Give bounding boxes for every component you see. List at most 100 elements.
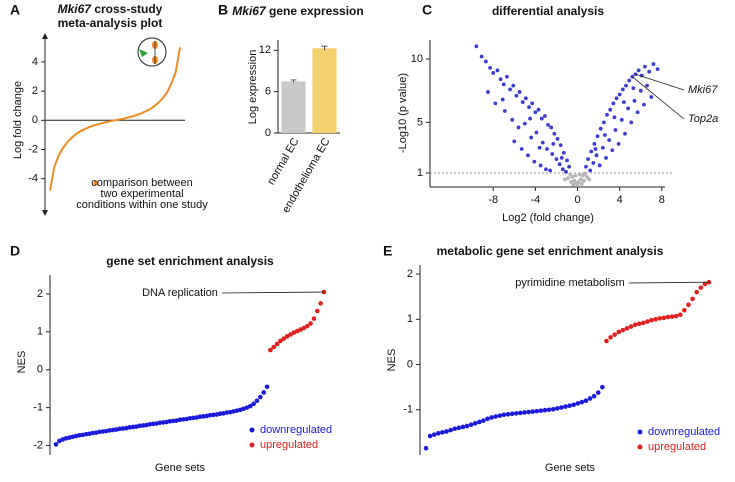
point [575, 401, 581, 406]
y-tick-label: 4 [32, 56, 38, 68]
point [645, 83, 649, 88]
point [587, 177, 592, 182]
annotation-line [635, 73, 685, 91]
point [657, 316, 663, 321]
point [620, 87, 625, 92]
point [588, 168, 593, 173]
point [550, 152, 555, 156]
point [560, 167, 565, 172]
point [90, 430, 96, 436]
point [505, 74, 509, 79]
point [604, 155, 608, 160]
point [170, 418, 176, 424]
point [638, 88, 643, 93]
point [571, 402, 576, 408]
point [575, 183, 580, 187]
point [647, 69, 652, 74]
point [579, 399, 585, 405]
point [456, 425, 462, 431]
legend-text: upregulated [648, 441, 706, 453]
point [589, 149, 594, 154]
point [584, 164, 588, 169]
point [501, 82, 506, 87]
point [100, 429, 106, 434]
point [651, 62, 656, 66]
point [107, 428, 112, 433]
point [583, 398, 589, 404]
point [500, 97, 505, 102]
point [568, 172, 573, 177]
point [552, 131, 557, 136]
x-tick-label: 4 [617, 194, 623, 206]
legend-text: upregulated [260, 439, 318, 451]
point [537, 145, 542, 150]
chart-title: Mki67 cross-study [58, 2, 163, 16]
point [526, 153, 530, 158]
point [608, 335, 613, 340]
panel-label: C [422, 2, 432, 18]
point [631, 86, 636, 91]
y-tick-label: 2 [32, 85, 38, 97]
legend-marker [249, 442, 255, 448]
point [604, 338, 609, 344]
point [491, 71, 496, 75]
y-axis-label: Log expression [247, 50, 259, 125]
point [623, 131, 627, 136]
point [578, 177, 583, 182]
x-axis-label: Gene sets [545, 462, 596, 474]
point [304, 323, 310, 329]
point [271, 344, 277, 350]
point [502, 109, 507, 113]
point [187, 415, 193, 421]
point [566, 176, 570, 181]
point [540, 140, 545, 145]
point [591, 161, 596, 165]
point [534, 130, 539, 135]
y-tick-label: 1 [417, 167, 423, 179]
point [278, 338, 283, 344]
legend-text: comparison between [91, 177, 193, 189]
point [284, 334, 290, 339]
legend-text: downregulated [260, 424, 332, 436]
point [626, 106, 631, 111]
point [576, 180, 581, 184]
point [301, 325, 307, 331]
point [593, 147, 598, 151]
point [147, 422, 153, 427]
point [632, 98, 637, 103]
x-axis-label: Log2 (fold change) [502, 212, 594, 224]
title-text: gene expression [269, 4, 364, 18]
annotation-text: Mki67 [688, 84, 718, 96]
legend-marker [637, 444, 643, 450]
point [545, 147, 549, 151]
bar [312, 48, 337, 134]
point [318, 301, 323, 306]
point [632, 322, 638, 328]
legend-text: downregulated [648, 426, 720, 438]
point [514, 93, 519, 98]
point [77, 432, 82, 438]
chart-title: meta-analysis plot [58, 16, 163, 30]
point [619, 117, 624, 122]
point [551, 142, 556, 146]
point [624, 326, 630, 331]
point [636, 321, 642, 327]
point [511, 83, 516, 88]
y-tick-label: 10 [411, 53, 423, 65]
point [567, 164, 572, 169]
point [495, 68, 500, 73]
point [583, 171, 587, 176]
point [682, 307, 687, 313]
point [110, 427, 116, 433]
point [523, 96, 528, 101]
point [513, 411, 519, 416]
point [570, 174, 575, 179]
point [160, 420, 166, 425]
point [224, 410, 230, 415]
point [555, 136, 560, 141]
point [264, 384, 270, 390]
y-tick-label: -2 [33, 439, 43, 451]
point [157, 420, 163, 426]
point [505, 411, 511, 417]
point [629, 120, 634, 125]
